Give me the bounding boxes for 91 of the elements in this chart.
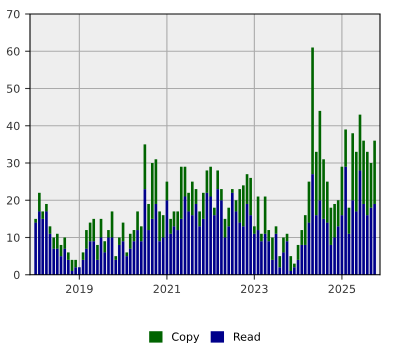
bar <box>172 226 176 275</box>
legend-label: Copy <box>172 332 200 343</box>
bar <box>166 200 168 275</box>
bar <box>230 189 234 193</box>
bar <box>296 244 300 260</box>
bar <box>311 174 314 275</box>
bar <box>100 218 102 238</box>
bar <box>144 144 146 190</box>
bar <box>289 256 292 272</box>
y-tick-label: 10 <box>7 233 20 242</box>
bar <box>100 238 102 275</box>
bar <box>300 244 304 275</box>
bar <box>103 241 106 252</box>
bar <box>220 189 223 200</box>
bar <box>82 252 84 260</box>
bar <box>122 222 124 242</box>
x-tick-label: 2021 <box>154 284 180 294</box>
bar <box>136 230 139 275</box>
bar <box>118 244 121 275</box>
y-tick-label: 30 <box>6 158 20 168</box>
bar <box>194 204 198 275</box>
bar <box>209 196 212 275</box>
bar <box>190 182 194 216</box>
bar <box>318 200 322 275</box>
bar <box>216 189 220 275</box>
bar <box>282 238 285 252</box>
bar <box>370 208 372 275</box>
bar <box>110 238 114 275</box>
bar <box>67 252 70 260</box>
bar <box>166 182 168 200</box>
bar <box>326 222 329 275</box>
bar <box>238 189 242 223</box>
bar <box>213 208 216 216</box>
bar <box>344 166 347 275</box>
bar <box>63 248 66 275</box>
bar <box>45 204 48 212</box>
bar <box>358 170 362 275</box>
x-tick-label: 2023 <box>241 284 268 294</box>
bar <box>158 211 161 242</box>
legend-label: Read <box>234 332 260 341</box>
bar <box>52 238 56 249</box>
bar <box>256 230 260 275</box>
bar <box>230 192 234 275</box>
bar <box>184 196 186 275</box>
bar <box>125 252 128 256</box>
bar <box>34 218 37 223</box>
bar <box>351 200 354 275</box>
bar <box>114 256 118 260</box>
bar <box>373 140 376 204</box>
y-tick-label: 50 <box>6 84 20 93</box>
bar <box>264 234 266 275</box>
bar <box>274 234 278 275</box>
bar <box>88 241 92 275</box>
bar <box>41 211 44 219</box>
bar <box>38 192 41 212</box>
bar <box>70 260 74 272</box>
bar <box>128 234 132 249</box>
bar <box>122 241 124 275</box>
y-tick-label: 40 <box>6 122 20 130</box>
bar <box>209 166 212 197</box>
bar <box>92 241 96 275</box>
bar <box>373 204 376 275</box>
bar <box>56 248 59 275</box>
bar <box>206 192 208 275</box>
bar <box>206 170 208 193</box>
bar <box>38 211 41 275</box>
bar <box>278 256 282 268</box>
bar <box>246 204 248 275</box>
y-tick-label: 20 <box>6 196 20 205</box>
bar <box>162 215 165 238</box>
bar <box>92 218 96 242</box>
y-tick-label: 0 <box>14 270 20 280</box>
bar <box>48 226 52 234</box>
bar <box>96 244 99 260</box>
bar <box>110 211 114 238</box>
bar <box>274 226 278 234</box>
y-tick-label: 70 <box>7 10 20 18</box>
bar <box>154 204 158 275</box>
bar <box>216 170 220 190</box>
bar <box>74 260 77 268</box>
bar <box>286 241 288 275</box>
x-tick-label: 2019 <box>66 284 93 294</box>
bar <box>249 178 252 216</box>
bar <box>344 129 347 167</box>
bar <box>45 211 48 275</box>
bar <box>348 208 350 234</box>
y-tick-label: 60 <box>6 47 20 56</box>
bar <box>256 196 260 230</box>
bar <box>107 238 110 275</box>
x-tick-label: 2025 <box>328 284 356 294</box>
bar <box>144 189 146 275</box>
